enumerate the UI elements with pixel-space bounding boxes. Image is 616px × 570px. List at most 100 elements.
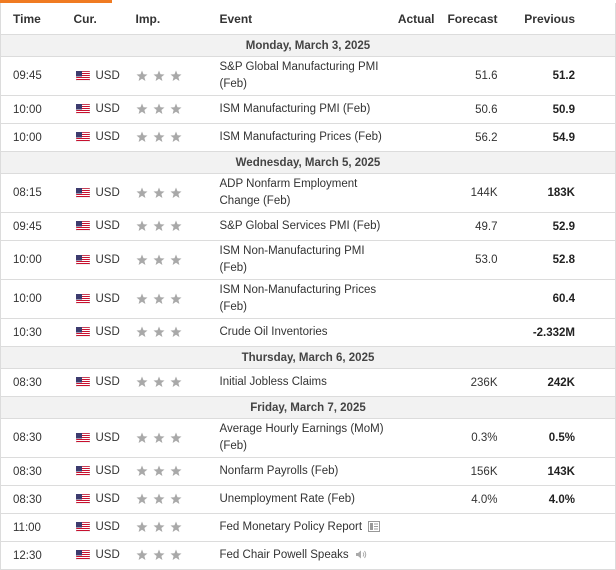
importance-cell: [130, 368, 213, 397]
event-row: 08:30 USD Unemployment Rate (Feb) 4.0% 4.0%: [0, 485, 616, 514]
event-time: 10:00: [0, 279, 66, 319]
forecast-cell: [440, 279, 506, 319]
importance-cell: [130, 318, 213, 347]
speech-icon: [355, 550, 366, 559]
event-row: 10:00 USD ISM Manufacturing PMI (Feb) 50.6 5…: [0, 95, 616, 124]
currency: USD: [95, 493, 120, 506]
importance-cell: [130, 95, 213, 124]
event-time: 10:00: [0, 240, 66, 280]
day-row: Thursday, March 6, 2025: [0, 346, 616, 369]
currency-cell: USD: [65, 485, 131, 514]
event-row: 09:45 USD S&P Global Manufacturing PMI (Fe…: [0, 56, 616, 96]
header-cell: Cur.: [65, 3, 131, 35]
event-name: S&P Global Manufacturing PMI (Feb): [219, 61, 379, 90]
forecast-cell: [440, 513, 506, 542]
previous-cell: 183K: [505, 173, 616, 213]
event-name: Crude Oil Inventories: [219, 326, 328, 338]
previous-cell: [505, 541, 616, 570]
forecast-value: 0.3%: [471, 432, 498, 444]
header-cell: Event: [212, 3, 391, 35]
importance-stars: [136, 220, 181, 232]
forecast-cell: 49.7: [440, 212, 506, 241]
forecast-cell: 156K: [440, 457, 506, 486]
header-cell: Previous: [505, 3, 616, 35]
forecast-value: 4.0%: [471, 493, 498, 506]
forecast-cell: [440, 318, 506, 347]
event-name: Average Hourly Earnings (MoM) (Feb): [219, 423, 384, 452]
previous-cell: 51.2: [505, 56, 616, 96]
us-flag: [75, 327, 90, 338]
importance-stars: [136, 103, 181, 115]
forecast-cell: [440, 541, 506, 570]
report-icon: [368, 521, 381, 533]
event-time: 08:30: [0, 368, 66, 397]
actual-cell: [390, 418, 441, 458]
currency: USD: [95, 326, 120, 339]
previous-value: 4.0%: [548, 493, 575, 506]
importance-cell: [130, 457, 213, 486]
event-time: 08:30: [0, 418, 66, 458]
importance-stars: [136, 521, 181, 533]
importance-stars: [136, 254, 181, 265]
event-time: 09:45: [0, 56, 66, 96]
actual-cell: [390, 457, 441, 486]
header-cell: Actual: [390, 3, 441, 35]
us-flag: [75, 132, 90, 143]
importance-cell: [130, 418, 213, 458]
previous-cell: -2.332M: [505, 318, 616, 347]
currency: USD: [95, 103, 120, 116]
actual-cell: [390, 279, 441, 319]
forecast-cell: 53.0: [440, 240, 506, 280]
event-name: ADP Nonfarm Employment Change (Feb): [219, 178, 358, 207]
us-flag: [75, 494, 90, 505]
currency: USD: [95, 220, 120, 233]
us-flag: [75, 466, 90, 477]
currency: USD: [95, 465, 120, 478]
forecast-cell: 0.3%: [440, 418, 506, 458]
currency: USD: [95, 292, 120, 305]
actual-cell: [390, 95, 441, 124]
header-cell: Forecast: [440, 3, 506, 35]
currency: USD: [95, 549, 120, 562]
event-cell: Nonfarm Payrolls (Feb): [212, 457, 391, 486]
day-date: Thursday, March 6, 2025: [0, 346, 616, 369]
event-time: 12:30: [0, 541, 66, 570]
day-row: Wednesday, March 5, 2025: [0, 151, 616, 174]
previous-value: 242K: [547, 376, 576, 389]
currency-cell: USD: [65, 240, 131, 280]
event-row: 11:00 USD Fed Monetary Policy Report: [0, 513, 616, 542]
day-date: Wednesday, March 5, 2025: [0, 151, 616, 174]
event-cell: S&P Global Manufacturing PMI (Feb): [212, 56, 391, 96]
event-name: Unemployment Rate (Feb): [219, 493, 356, 505]
event-row: 10:00 USD ISM Manufacturing Prices (Feb) 56…: [0, 123, 616, 152]
us-flag: [75, 432, 90, 444]
currency-cell: USD: [65, 457, 131, 486]
currency-cell: USD: [65, 56, 131, 96]
previous-value: 51.2: [552, 70, 575, 82]
previous-cell: 54.9: [505, 123, 616, 152]
currency: USD: [95, 431, 120, 444]
event-cell: ISM Non-Manufacturing PMI (Feb): [212, 240, 391, 280]
event-name: Fed Chair Powell Speaks: [219, 549, 349, 561]
actual-cell: [390, 173, 441, 213]
forecast-cell: 144K: [440, 173, 506, 213]
importance-stars: [136, 70, 181, 81]
importance-stars: [136, 493, 181, 505]
us-flag: [75, 377, 90, 388]
previous-value: 50.9: [552, 103, 575, 116]
us-flag: [75, 522, 90, 533]
currency: USD: [95, 376, 120, 389]
forecast-cell: 50.6: [440, 95, 506, 124]
forecast-value: 56.2: [475, 131, 498, 144]
event-name: Nonfarm Payrolls (Feb): [219, 465, 339, 477]
previous-value: 143K: [547, 465, 576, 478]
event-cell: Initial Jobless Claims: [212, 368, 391, 397]
previous-value: 60.4: [552, 293, 575, 305]
actual-cell: [390, 123, 441, 152]
importance-cell: [130, 541, 213, 570]
header-cell: Time: [0, 3, 66, 35]
us-flag: [75, 187, 90, 199]
forecast-value: 236K: [470, 376, 498, 389]
actual-cell: [390, 240, 441, 280]
